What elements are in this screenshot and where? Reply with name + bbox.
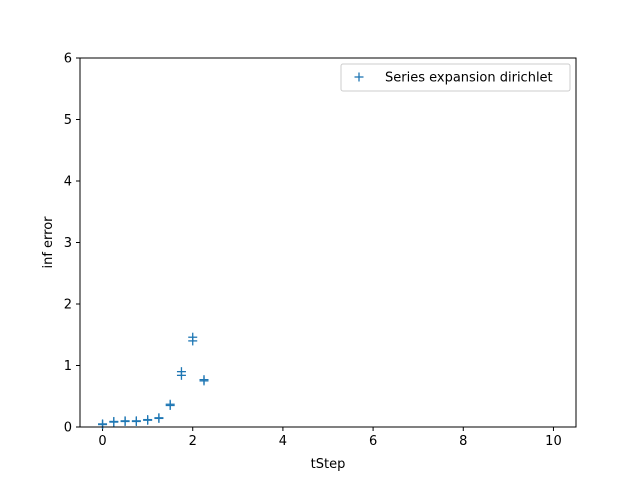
y-axis-label: inf error	[41, 216, 56, 269]
data-point	[176, 367, 186, 377]
data-point	[109, 416, 119, 426]
x-tick-label: 0	[98, 434, 106, 449]
axes-frame	[79, 57, 577, 428]
y-tick-label: 0	[64, 421, 72, 436]
x-tick-label: 8	[459, 434, 467, 449]
data-point	[143, 415, 153, 425]
legend: Series expansion dirichlet	[340, 63, 571, 92]
data-point	[131, 416, 141, 426]
scatter-series	[98, 332, 209, 430]
legend-box	[340, 63, 571, 92]
x-axis-label: tStep	[311, 457, 346, 472]
x-tick-label: 6	[369, 434, 377, 449]
y-tick-label: 5	[64, 113, 72, 128]
data-point	[120, 416, 130, 426]
y-tick-label: 2	[64, 298, 72, 313]
x-axis-ticks: 0 2 4 6 8 10	[98, 427, 562, 449]
legend-label: Series expansion dirichlet	[385, 71, 553, 86]
y-axis-ticks: 0 1 2 3 4 5 6	[64, 52, 80, 436]
y-tick-label: 1	[64, 359, 72, 374]
data-point	[199, 375, 209, 385]
data-point	[165, 399, 175, 409]
data-point	[154, 413, 164, 423]
x-tick-label: 10	[545, 434, 562, 449]
data-point	[188, 332, 198, 342]
x-tick-label: 2	[189, 434, 197, 449]
y-tick-label: 6	[64, 52, 72, 67]
y-tick-label: 4	[64, 175, 72, 190]
x-tick-label: 4	[279, 434, 287, 449]
y-tick-label: 3	[64, 236, 72, 251]
legend-marker	[354, 72, 364, 82]
